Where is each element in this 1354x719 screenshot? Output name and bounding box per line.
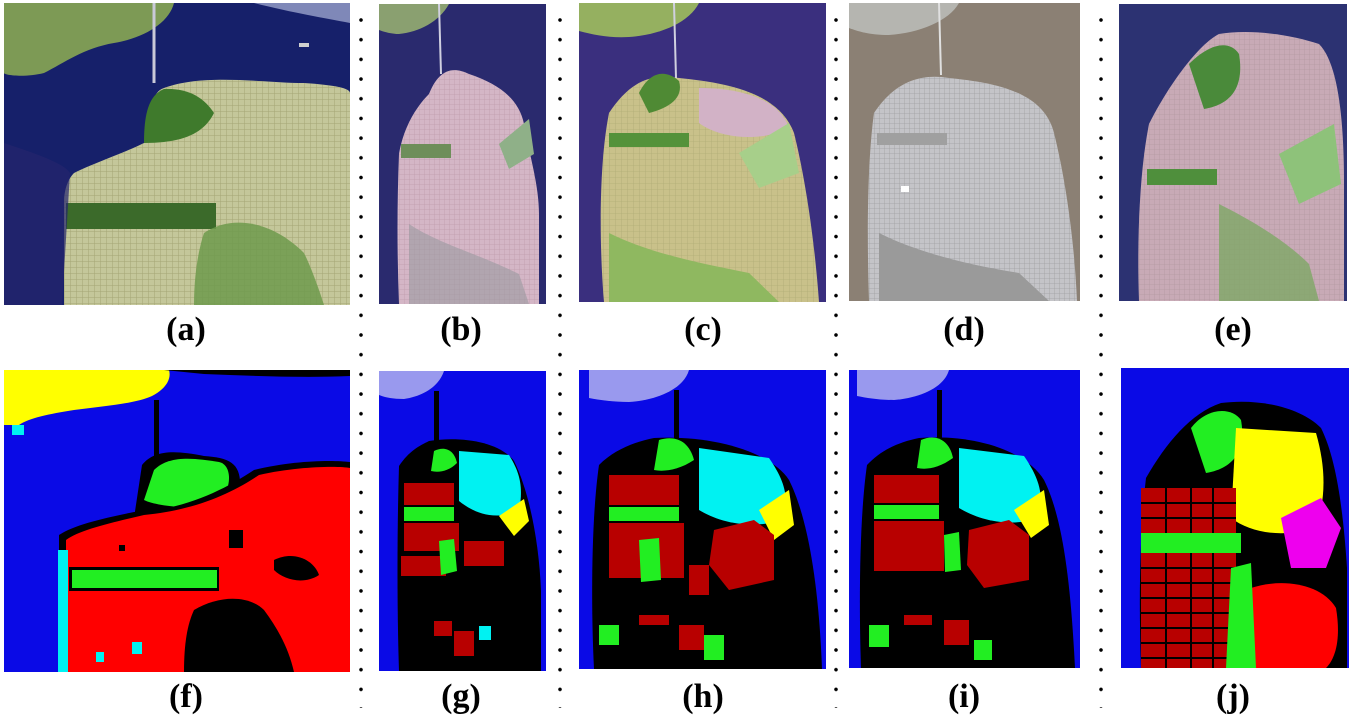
caption-e: (e) (1214, 311, 1252, 348)
caption-i: (i) (947, 678, 981, 715)
caption-g: (g) (441, 678, 481, 715)
sar-image-e (1119, 4, 1347, 301)
caption-b: (b) (440, 311, 482, 348)
sar-image-b (379, 4, 546, 304)
caption-h: (h) (682, 678, 724, 715)
separator-3 (834, 18, 838, 708)
caption-a: (a) (166, 311, 206, 348)
label-map-i (849, 370, 1080, 668)
caption-d: (d) (943, 311, 985, 348)
label-map-f (4, 370, 350, 672)
caption-j: (j) (1216, 678, 1250, 715)
caption-f: (f) (169, 678, 203, 715)
caption-c: (c) (684, 311, 722, 348)
label-map-g (379, 371, 546, 671)
label-map-h (579, 370, 826, 669)
sar-image-a (4, 3, 350, 305)
separator-1 (359, 18, 363, 708)
separator-2 (558, 18, 562, 708)
label-map-j (1121, 368, 1349, 668)
separator-4 (1099, 18, 1103, 708)
sar-image-d (849, 3, 1080, 301)
sar-image-c (579, 3, 826, 302)
